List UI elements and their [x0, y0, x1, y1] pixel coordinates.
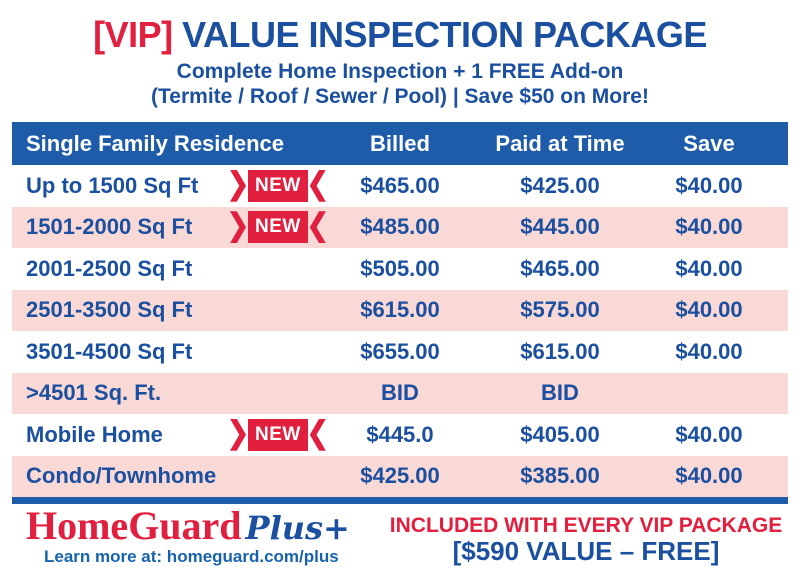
row-label: 1501-2000 Sq Ft	[26, 214, 193, 240]
new-badge-label: NEW	[248, 211, 308, 244]
flyer-header: [VIP] VALUE INSPECTION PACKAGE Complete …	[0, 0, 800, 110]
column-header-paid-at-time: Paid at Time	[495, 130, 625, 156]
ribbon-right-chevron-icon	[309, 211, 326, 244]
table-header-row: Single Family Residence Billed Paid at T…	[12, 122, 788, 165]
row-label: Condo/Townhome	[26, 463, 217, 489]
paid-at-time-value: $445.00	[520, 214, 600, 240]
brand-logo: HomeGuard Plus+	[26, 506, 350, 546]
page-title-text: VALUE INSPECTION PACKAGE	[182, 14, 707, 55]
table-row: 2501-3500 Sq Ft $615.00 $575.00 $40.00	[12, 289, 788, 331]
paid-at-time-value: BID	[541, 380, 579, 406]
billed-value: $485.00	[360, 214, 440, 240]
subtitle-line-1: Complete Home Inspection + 1 FREE Add-on	[176, 59, 624, 83]
promo-block: INCLUDED WITH EVERY VIP PACKAGE [$590 VA…	[386, 514, 786, 567]
save-value: $40.00	[675, 297, 743, 323]
billed-value: $655.00	[360, 338, 440, 364]
row-label: >4501 Sq. Ft.	[26, 380, 162, 406]
paid-at-time-value: $465.00	[520, 255, 600, 281]
save-value: $40.00	[675, 214, 743, 240]
billed-value: $445.0	[366, 421, 434, 447]
flyer-footer: HomeGuard Plus+ Learn more at: homeguard.…	[0, 504, 800, 570]
billed-value: $465.00	[360, 172, 440, 198]
save-value: $40.00	[675, 463, 743, 489]
brand-suffix: Plus+	[245, 509, 350, 547]
ribbon-left-chevron-icon	[230, 211, 246, 244]
subtitle-line-2: (Termite / Roof / Sewer / Pool) | Save $…	[151, 85, 649, 109]
save-value: $40.00	[675, 421, 743, 447]
table-row: >4501 Sq. Ft. BID BID	[12, 372, 788, 414]
learn-more-link: Learn more at: homeguard.com/plus	[44, 547, 339, 566]
table-row: Condo/Townhome $425.00 $385.00 $40.00	[12, 455, 788, 497]
billed-value: BID	[381, 380, 419, 406]
new-badge-label: NEW	[248, 169, 308, 202]
column-header-residence: Single Family Residence	[26, 130, 284, 156]
column-header-save: Save	[683, 130, 735, 156]
row-label: 2501-3500 Sq Ft	[26, 297, 193, 323]
new-badge: NEW	[230, 418, 326, 451]
column-header-billed: Billed	[370, 130, 430, 156]
table-row: 1501-2000 Sq Ft NEW $485.00 $445.00 $40.…	[12, 206, 788, 248]
save-value: $40.00	[675, 172, 743, 198]
row-label: Up to 1500 Sq Ft	[26, 172, 199, 198]
new-badge: NEW	[230, 169, 326, 202]
paid-at-time-value: $425.00	[520, 172, 600, 198]
ribbon-left-chevron-icon	[230, 418, 246, 451]
brand-name: HomeGuard	[26, 503, 242, 548]
billed-value: $505.00	[360, 255, 440, 281]
paid-at-time-value: $385.00	[520, 463, 600, 489]
promo-line-2: [$590 VALUE – FREE]	[452, 536, 720, 567]
new-badge-label: NEW	[248, 418, 308, 451]
row-label: 2001-2500 Sq Ft	[26, 255, 193, 281]
billed-value: $615.00	[360, 297, 440, 323]
ribbon-right-chevron-icon	[309, 169, 326, 202]
paid-at-time-value: $575.00	[520, 297, 600, 323]
brand-block: HomeGuard Plus+ Learn more at: homeguard.…	[26, 506, 350, 567]
vip-tag: [VIP]	[93, 14, 173, 55]
promo-line-1: INCLUDED WITH EVERY VIP PACKAGE	[389, 514, 783, 537]
row-label: Mobile Home	[26, 421, 163, 447]
ribbon-left-chevron-icon	[230, 169, 246, 202]
table-body: Up to 1500 Sq Ft NEW $465.00 $425.00 $40…	[12, 165, 788, 497]
billed-value: $425.00	[360, 463, 440, 489]
row-label: 3501-4500 Sq Ft	[26, 338, 193, 364]
new-badge: NEW	[230, 211, 326, 244]
table-row: 3501-4500 Sq Ft $655.00 $615.00 $40.00	[12, 331, 788, 373]
table-row: Mobile Home NEW $445.0 $405.00 $40.00	[12, 414, 788, 456]
table-row: 2001-2500 Sq Ft $505.00 $465.00 $40.00	[12, 248, 788, 290]
ribbon-right-chevron-icon	[309, 418, 326, 451]
table-row: Up to 1500 Sq Ft NEW $465.00 $425.00 $40…	[12, 165, 788, 207]
table-bottom-bar	[12, 497, 788, 504]
paid-at-time-value: $405.00	[520, 421, 600, 447]
save-value: $40.00	[675, 338, 743, 364]
save-value: $40.00	[675, 255, 743, 281]
paid-at-time-value: $615.00	[520, 338, 600, 364]
pricing-table: Single Family Residence Billed Paid at T…	[12, 122, 788, 504]
page-title: [VIP] VALUE INSPECTION PACKAGE	[0, 15, 800, 55]
